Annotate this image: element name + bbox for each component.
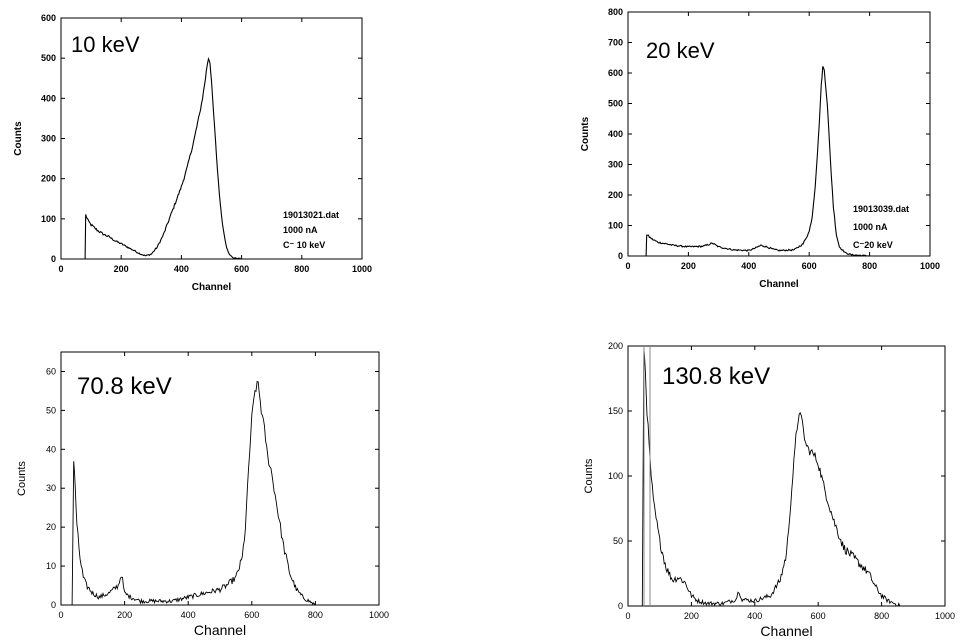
x-tick-label: 600	[244, 610, 259, 620]
chart-1: 0 200 400 600 800 10000100200300400500600Chan…	[13, 13, 372, 293]
x-tick-label: 200	[681, 261, 696, 271]
y-tick-label: 0	[51, 254, 56, 264]
chart-title: 10 keV	[71, 32, 140, 57]
annotation-1: 19013039.dat	[853, 204, 909, 214]
y-tick-label: 200	[608, 341, 623, 351]
x-tick-label: 1000	[920, 261, 940, 271]
y-tick-label: 0	[618, 601, 623, 611]
y-tick-label: 200	[41, 174, 56, 184]
y-tick-label: 0	[618, 251, 623, 261]
x-tick-label: 800	[294, 264, 309, 274]
x-tick-label: 1000	[935, 611, 955, 621]
x-tick-label: 0	[625, 261, 630, 271]
y-tick-label: 600	[608, 68, 623, 78]
chart-2: 0 200 400 600 800 1000 0 100 200 300 400 500 600 700 8…	[580, 7, 940, 290]
x-tick-label: 800	[308, 610, 323, 620]
spectrum-line-1	[84, 57, 362, 260]
y-tick-label: 400	[41, 93, 56, 103]
y-tick-label: 500	[608, 99, 623, 109]
y-tick-label: 300	[608, 160, 623, 170]
chart-4: 0 200 400 600 800 1000 0 50 100 150 200 Channel Coun…	[583, 341, 955, 639]
y-tick-label: 10	[46, 561, 56, 571]
x-tick-label: 800	[874, 611, 889, 621]
y-tick-label: 0	[51, 600, 56, 610]
chart-3: 0 200 400 600 800 1000 0 10 20 30 40 50 60 Channel Cou…	[16, 351, 389, 638]
x-tick-label: 1000	[352, 264, 372, 274]
y-tick-label: 500	[41, 53, 56, 63]
annotation-1: 19013021.dat	[283, 210, 339, 220]
x-tick-label: 600	[802, 261, 817, 271]
y-tick-label: 50	[46, 405, 56, 415]
y-tick-label: 200	[608, 190, 623, 200]
y-tick-label: 30	[46, 483, 56, 493]
x-tick-label: 600	[234, 264, 249, 274]
chart-title: 20 keV	[646, 38, 715, 63]
y-axis-label: Counts	[580, 116, 591, 151]
y-axis-label: Counts	[13, 121, 24, 156]
y-tick-label: 40	[46, 444, 56, 454]
annotation-3: C⁻ 10 keV	[283, 240, 325, 250]
x-tick-label: 600	[811, 611, 826, 621]
x-tick-label: 200	[117, 610, 132, 620]
y-tick-label: 100	[608, 221, 623, 231]
y-tick-label: 400	[608, 129, 623, 139]
x-tick-label: 800	[862, 261, 877, 271]
chart-title: 70.8 keV	[77, 373, 172, 400]
y-tick-label: 300	[41, 134, 56, 144]
x-tick-label: 0	[625, 611, 630, 621]
spectrum-line-1	[71, 380, 379, 606]
x-tick-label: 400	[747, 611, 762, 621]
y-tick-label: 50	[613, 536, 623, 546]
y-tick-label: 700	[608, 38, 623, 48]
annotation-2: 1000 nA	[853, 222, 888, 232]
y-axis-label: Counts	[583, 458, 595, 493]
x-tick-label: 400	[174, 264, 189, 274]
x-axis-label: Channel	[759, 279, 799, 290]
y-tick-label: 800	[608, 7, 623, 17]
annotation-3: C⁻20 keV	[853, 240, 893, 250]
y-axis-label: Counts	[16, 461, 28, 496]
x-tick-label: 400	[181, 610, 196, 620]
x-tick-label: 0	[58, 264, 63, 274]
x-tick-label: 200	[114, 264, 129, 274]
y-tick-label: 600	[41, 13, 56, 23]
spectrum-line-1	[641, 348, 945, 607]
y-tick-label: 20	[46, 522, 56, 532]
x-tick-label: 0	[58, 610, 63, 620]
x-tick-label: 200	[684, 611, 699, 621]
x-axis-label: Channel	[194, 622, 246, 638]
x-axis-label: Channel	[192, 282, 232, 293]
y-tick-label: 60	[46, 366, 56, 376]
x-tick-label: 1000	[369, 610, 389, 620]
y-tick-label: 100	[608, 471, 623, 481]
x-axis-label: Channel	[760, 623, 812, 639]
x-tick-label: 400	[741, 261, 756, 271]
chart-title: 130.8 keV	[662, 363, 770, 390]
plot-frame	[60, 351, 380, 606]
annotation-2: 1000 nA	[283, 225, 318, 235]
y-tick-label: 150	[608, 406, 623, 416]
y-tick-label: 100	[41, 214, 56, 224]
spectrum-line-1	[645, 66, 930, 257]
